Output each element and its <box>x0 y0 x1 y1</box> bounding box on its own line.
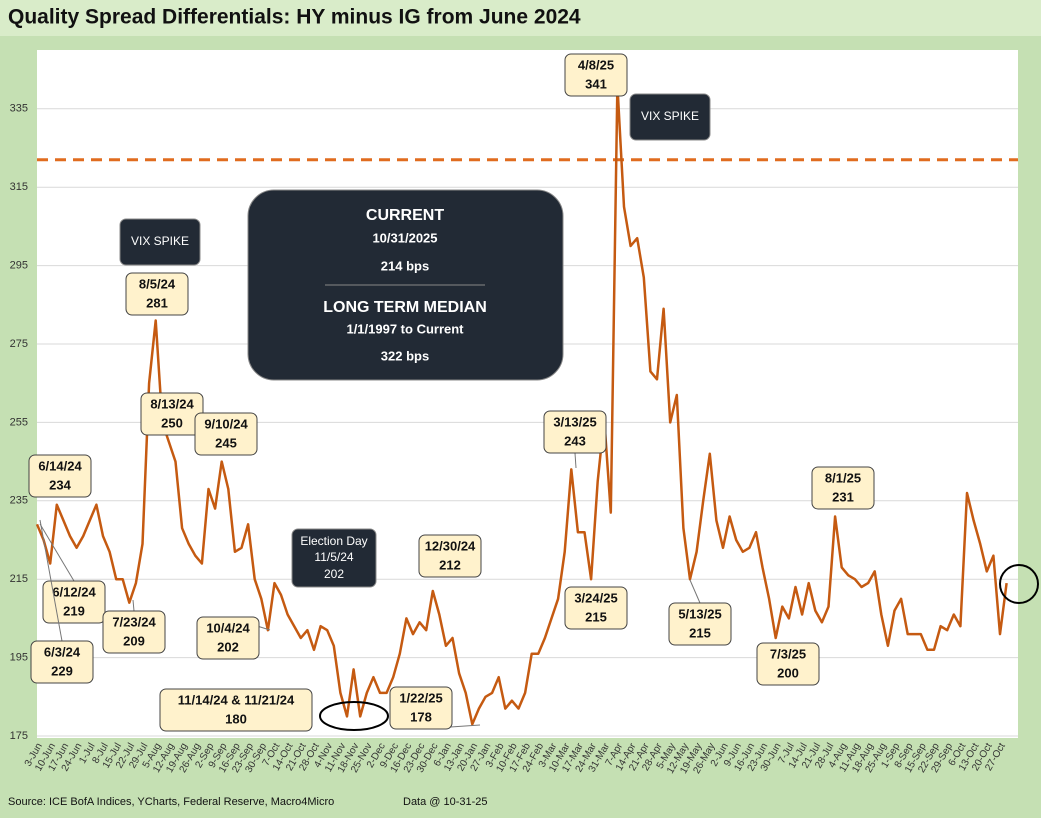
highlight-ellipse <box>319 701 389 731</box>
data-note: Data @ 10-31-25 <box>403 796 488 808</box>
callout-leader <box>39 519 63 642</box>
callout-date: 8/13/24 <box>150 396 194 411</box>
vix-label: VIX SPIKE <box>131 234 189 248</box>
callout-value: 341 <box>585 76 607 91</box>
callout-date: 3/24/25 <box>574 590 617 605</box>
callout-date: 4/8/25 <box>578 57 614 72</box>
y-tick-label: 255 <box>10 416 28 428</box>
callout-value: 180 <box>225 711 247 726</box>
callout-value: 229 <box>51 663 73 678</box>
callout-date: 3/13/25 <box>553 414 596 429</box>
callout-box <box>28 454 92 498</box>
callout-value: 212 <box>439 557 461 572</box>
vix-box <box>629 93 711 141</box>
y-tick-label: 175 <box>10 730 28 742</box>
callout-date: 7/3/25 <box>770 646 806 661</box>
callout-value: 202 <box>324 567 344 581</box>
vix-label: VIX SPIKE <box>641 109 699 123</box>
callout-date: 12/30/24 <box>425 538 476 553</box>
title-bar <box>0 0 1041 36</box>
spread-line <box>35 84 1008 726</box>
callout-box <box>418 534 482 578</box>
callout-value: 250 <box>161 415 183 430</box>
callout-box <box>30 640 94 684</box>
callout-leader <box>39 523 75 582</box>
callout-value: 215 <box>689 625 711 640</box>
callout-date: 8/1/25 <box>825 470 861 485</box>
callout-value: 215 <box>585 609 607 624</box>
highlight-circle <box>999 564 1039 604</box>
callout-title: Election Day <box>300 534 367 548</box>
callout-box <box>42 580 106 624</box>
callout-date: 6/3/24 <box>44 644 81 659</box>
callout-leader <box>574 452 577 469</box>
callout-date: 7/23/24 <box>112 614 156 629</box>
callout-date: 11/14/24 & 11/21/24 <box>178 692 295 707</box>
y-tick-label: 275 <box>10 338 28 350</box>
callout-box <box>389 686 453 730</box>
callout-date: 9/10/24 <box>204 416 248 431</box>
info-text: LONG TERM MEDIAN <box>323 299 487 316</box>
callout-box <box>125 272 189 316</box>
callout-value: 234 <box>49 477 71 492</box>
callout-date: 6/14/24 <box>38 458 82 473</box>
callout-value: 231 <box>832 489 854 504</box>
y-tick-label: 235 <box>10 495 28 507</box>
callout-box <box>811 466 875 510</box>
y-tick-label: 295 <box>10 260 28 272</box>
callout-box <box>756 642 820 686</box>
callout-date: 6/12/24 <box>52 584 96 599</box>
callout-leader <box>689 579 701 604</box>
callout-box <box>196 616 260 660</box>
y-tick-label: 215 <box>10 573 28 585</box>
callout-box <box>102 610 166 654</box>
callout-box <box>564 586 628 630</box>
info-text: 322 bps <box>381 348 429 363</box>
callout-value: 202 <box>217 639 239 654</box>
callout-value: 178 <box>410 709 432 724</box>
callout-value: 243 <box>564 433 586 448</box>
chart-title: Quality Spread Differentials: HY minus I… <box>8 6 581 29</box>
info-text: 10/31/2025 <box>372 230 437 245</box>
callout-box <box>668 602 732 646</box>
callout-value: 200 <box>777 665 799 680</box>
callout-box <box>564 53 628 97</box>
callout-box <box>291 528 377 588</box>
info-text: 214 bps <box>381 258 429 273</box>
callout-value: 245 <box>215 435 237 450</box>
callout-leader <box>132 599 135 612</box>
callout-box <box>159 688 313 732</box>
callout-value: 281 <box>146 295 168 310</box>
callout-date: 10/4/24 <box>206 620 250 635</box>
vix-box <box>119 218 201 266</box>
callout-box <box>194 412 258 456</box>
source: Source: ICE BofA Indices, YCharts, Feder… <box>8 796 334 808</box>
info-text: CURRENT <box>366 207 444 224</box>
callout-value: 209 <box>123 633 145 648</box>
callout-box <box>543 410 607 454</box>
info-text: 1/1/1997 to Current <box>346 321 464 336</box>
y-tick-label: 335 <box>10 103 28 115</box>
y-tick-label: 195 <box>10 652 28 664</box>
callout-value: 219 <box>63 603 85 618</box>
y-tick-label: 315 <box>10 181 28 193</box>
callout-date: 1/22/25 <box>399 690 442 705</box>
callout-date: 8/5/24 <box>139 276 176 291</box>
callout-date: 11/5/24 <box>314 550 353 564</box>
callout-date: 5/13/25 <box>678 606 721 621</box>
